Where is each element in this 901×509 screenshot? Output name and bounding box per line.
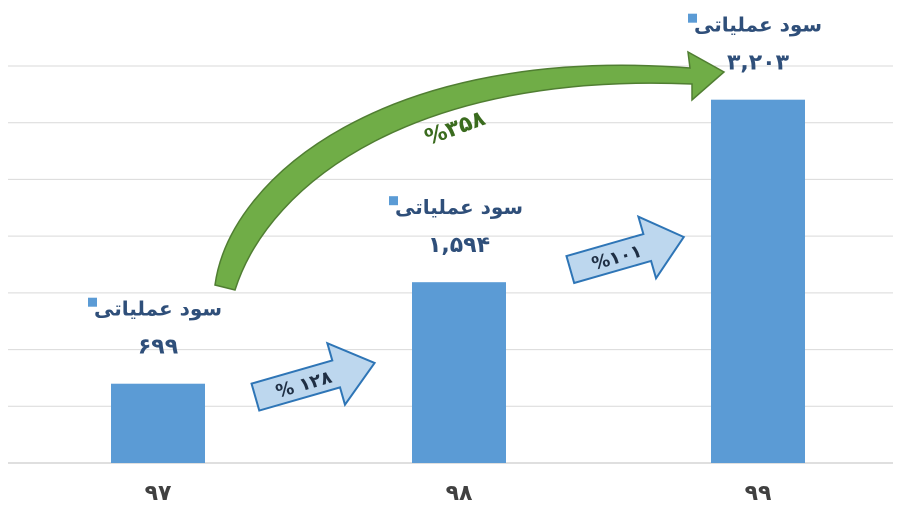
bar-3 [711,99,805,463]
data-label-series-name: سود عملیاتی [395,195,523,219]
bar-2 [412,282,506,463]
legend-marker [389,196,398,206]
data-label-value: ۳,۲۰۳ [727,51,790,76]
x-axis-ticks: ۹۷ ۹۸ ۹۹ [145,481,772,506]
data-label-series-name: سود عملیاتی [94,297,222,321]
legend-marker [88,297,97,307]
data-label-series-name: سود عملیاتی [694,13,822,37]
x-tick-label: ۹۸ [446,481,473,506]
legend-marker [688,13,697,23]
data-label-value: ۶۹۹ [138,335,178,360]
data-label-value: ۱,۵۹۴ [428,233,490,258]
x-tick-label: ۹۷ [145,481,172,506]
x-tick-label: ۹۹ [745,481,772,506]
bars [111,99,805,463]
growth-arrow-97-98: % ۱۲۸ [250,341,377,412]
growth-arrow-98-99: %۱۰۱ [565,214,686,285]
data-labels: سود عملیاتی ۶۹۹ سود عملیاتی ۱,۵۹۴ سود عملیات… [88,13,822,360]
bar-1 [111,383,205,463]
